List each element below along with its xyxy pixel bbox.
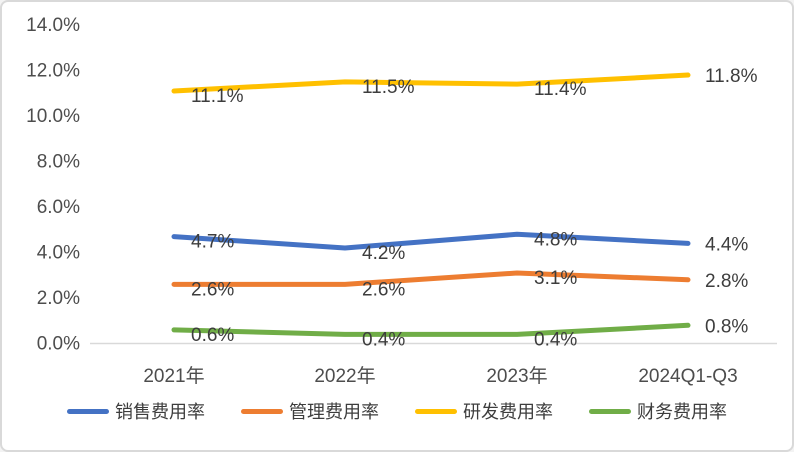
- admin-expense-ratio-line: [171, 270, 691, 287]
- rnd-expense-ratio-data-label: 11.5%: [362, 77, 415, 98]
- finance-expense-line-marker: [589, 408, 631, 414]
- y-axis-tick-label: 14.0%: [26, 15, 80, 36]
- y-axis-tick-label: 4.0%: [37, 243, 80, 264]
- x-axis-category-label: 2024Q1-Q3: [638, 366, 737, 387]
- finance-expense-ratio-line: [171, 322, 691, 337]
- admin-expense-ratio-data-label: 2.8%: [705, 271, 748, 292]
- finance-expense-ratio-data-label: 0.4%: [534, 329, 577, 350]
- sales-expense-ratio-data-label: 4.2%: [362, 243, 405, 264]
- legend-item-rnd-expense-ratio: 研发费用率: [415, 398, 553, 424]
- x-axis-category-label: 2022年: [314, 365, 375, 387]
- finance-expense-ratio-data-label: 0.8%: [705, 316, 748, 337]
- y-axis-tick-label: 6.0%: [37, 197, 80, 218]
- y-axis-tick-label: 2.0%: [37, 288, 80, 309]
- legend-label-admin-expense: 管理费用率: [289, 402, 379, 422]
- x-axis-category-label: 2023年: [486, 365, 547, 387]
- finance-expense-ratio-data-label: 0.4%: [362, 329, 405, 350]
- chart-legend: 销售费用率 管理费用率 研发费用率 财务费用率: [2, 398, 792, 424]
- sales-expense-ratio-data-label: 4.4%: [705, 234, 748, 255]
- legend-item-sales-expense-ratio: 销售费用率: [67, 398, 205, 424]
- sales-expense-line-marker: [67, 408, 109, 414]
- legend-label-sales-expense: 销售费用率: [115, 402, 205, 422]
- rnd-expense-ratio-data-label: 11.4%: [534, 79, 587, 100]
- sales-expense-ratio-data-label: 4.7%: [191, 232, 234, 253]
- y-axis-tick-label: 8.0%: [37, 152, 80, 173]
- legend-label-finance-expense: 财务费用率: [637, 402, 727, 422]
- finance-expense-ratio-data-label: 0.6%: [191, 325, 234, 346]
- admin-expense-ratio-data-label: 3.1%: [534, 268, 577, 289]
- admin-expense-ratio-data-label: 2.6%: [191, 279, 234, 300]
- sales-expense-ratio-data-label: 4.8%: [534, 229, 577, 250]
- rnd-expense-line-marker: [415, 408, 457, 414]
- y-axis-tick-label: 10.0%: [26, 106, 80, 127]
- y-axis-tick-label: 0.0%: [37, 334, 80, 355]
- line-chart-plot-area: 14.0% 12.0% 10.0% 8.0% 6.0% 4.0% 2.0% 0.0% 2021年…: [26, 15, 777, 387]
- x-axis-category-label: 2021年: [143, 365, 204, 387]
- rnd-expense-ratio-data-label: 11.1%: [191, 86, 244, 107]
- rnd-expense-ratio-line: [171, 72, 691, 94]
- legend-item-finance-expense-ratio: 财务费用率: [589, 398, 727, 424]
- y-axis-tick-label: 12.0%: [26, 61, 80, 82]
- legend-label-rnd-expense: 研发费用率: [463, 402, 553, 422]
- admin-expense-ratio-data-label: 2.6%: [362, 279, 405, 300]
- sales-expense-ratio-line: [171, 231, 691, 251]
- rnd-expense-ratio-data-label: 11.8%: [705, 66, 758, 87]
- legend-item-admin-expense-ratio: 管理费用率: [241, 398, 379, 424]
- admin-expense-line-marker: [241, 408, 283, 414]
